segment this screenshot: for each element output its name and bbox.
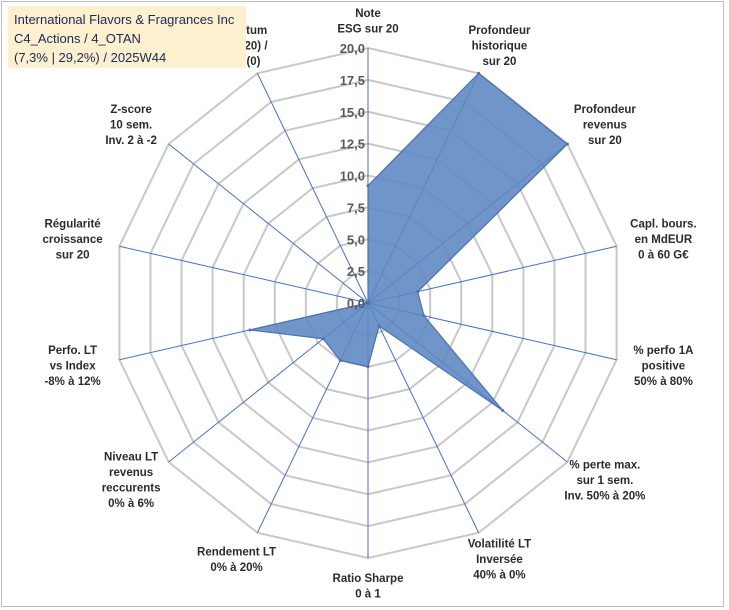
axis-label: Profondeur historique sur 20 [468,25,530,68]
data-point [565,142,569,146]
chart-title-box: International Flavors & Fragrances Inc C… [8,6,246,68]
data-point [366,301,370,305]
tick-label: 12,5 [340,137,365,152]
chart-title-category: C4_Actions / 4_OTAN [14,31,141,46]
tick-label: 10,0 [340,169,365,184]
axis-spoke [168,143,369,304]
chart-title-stats: (7,3% | 29,2%) / 2025W44 [14,50,167,65]
tick-label: 17,5 [340,73,365,88]
tick-label: 15,0 [340,105,365,120]
axis-label: Régularité croissance sur 20 [43,218,103,261]
axis-label: Capl. bours. en MdEUR 0 à 60 G€ [630,218,696,261]
axis-label: Profondeur revenus sur 20 [574,104,636,147]
data-point [248,328,252,332]
tick-label: 20,0 [340,41,365,56]
axis-label: Z-score 10 sem. Inv. 2 à -2 [105,104,157,147]
axis-label: Note ESG sur 20 [337,8,398,36]
axis-label: Niveau LT revenus reccurents 0% à 6% [102,452,161,511]
data-point [422,314,426,318]
data-point [477,71,481,75]
tick-label: 0,0 [347,296,365,311]
axis-spoke [119,245,369,304]
axis-spoke [256,73,369,304]
data-point [416,290,420,294]
axis-spoke [367,302,480,533]
axis-label: % perfo 1A positive 50% à 80% [633,345,693,388]
axis-label: Rendement LT 0% à 20% [197,546,276,574]
axis-labels: Note ESG sur 20 Profondeur historique sur 20… [43,8,697,601]
data-point [501,408,505,412]
radar-series [248,71,569,412]
data-point [338,358,342,362]
axis-label: Ratio Sharpe 0 à 1 [333,573,404,601]
tick-label: 2,5 [347,264,365,279]
tick-label: 5,0 [347,232,365,247]
data-point [366,184,370,188]
axis-label: Volatilité LT Inversée 40% à 0% [468,539,531,582]
tick-label: 7,5 [347,200,365,215]
chart-title-company: International Flavors & Fragrances Inc [14,12,235,27]
data-point [321,337,325,341]
radial-tick-labels: 0,0 2,5 5,0 7,5 10,0 12,5 15,0 17,5 20,0 [340,41,365,311]
data-point [377,324,381,328]
axis-label: % perte max. sur 1 sem. Inv. 50% à 20% [564,459,645,502]
axis-label: Perfo. LT vs Index -8% à 12% [44,345,100,388]
data-point [366,365,370,369]
